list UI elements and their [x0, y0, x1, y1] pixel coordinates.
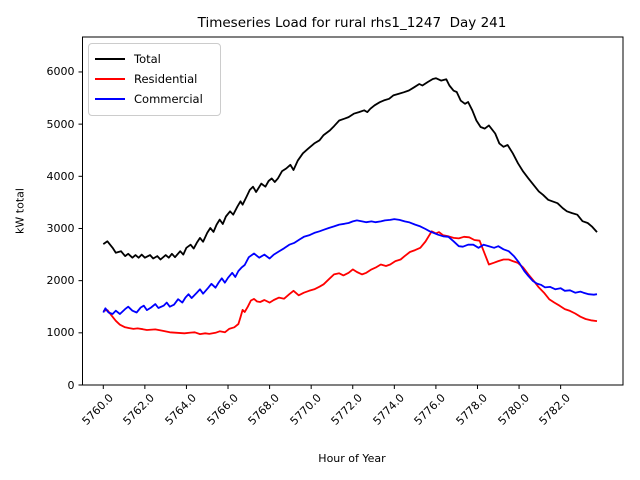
series-line-total: [102, 77, 598, 261]
legend-item-total: Total: [95, 49, 212, 69]
chart-title: Timeseries Load for rural rhs1_1247 Day …: [197, 15, 507, 31]
y-tick-label: 5000: [46, 117, 75, 131]
legend-line-commercial: [95, 98, 125, 100]
y-tick-label: 0: [67, 378, 75, 392]
legend-line-residential: [95, 78, 125, 80]
legend: Total Residential Commercial: [88, 43, 221, 116]
y-tick-label: 2000: [46, 274, 75, 288]
legend-item-commercial: Commercial: [95, 89, 212, 109]
legend-line-total: [95, 58, 125, 60]
x-axis-label: Hour of Year: [318, 452, 386, 465]
series-line-commercial: [102, 218, 598, 315]
y-tick-label: 6000: [46, 65, 75, 79]
y-tick-label: 1000: [46, 326, 75, 340]
y-tick-label: 3000: [46, 221, 75, 235]
y-tick-label: 4000: [46, 169, 75, 183]
legend-label-commercial: Commercial: [134, 92, 203, 106]
legend-label-residential: Residential: [134, 72, 198, 86]
legend-label-total: Total: [134, 52, 161, 66]
legend-item-residential: Residential: [95, 69, 212, 89]
series-line-residential: [103, 230, 598, 336]
